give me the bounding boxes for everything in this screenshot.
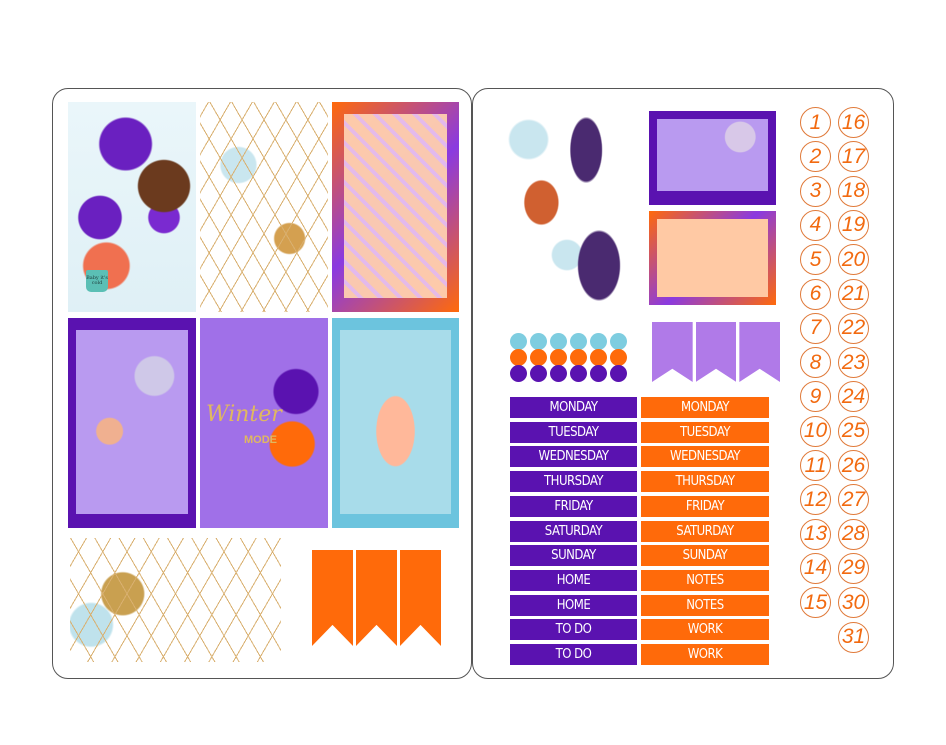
date-circle: 18	[838, 175, 869, 207]
dot-sticker	[510, 349, 527, 366]
day-label-orange: WEDNESDAY	[641, 446, 769, 468]
flag-sticker	[400, 550, 441, 646]
sticker-hexagon-pattern	[200, 102, 328, 312]
sticker-pinecones	[503, 108, 631, 318]
date-circle: 28	[838, 518, 869, 550]
sticker-frame-window	[76, 330, 188, 514]
orange-flag-stickers	[312, 550, 441, 646]
day-label-orange: TUESDAY	[641, 421, 769, 443]
date-circle: 15	[800, 587, 831, 619]
sticker-small-frame-purple	[649, 111, 776, 205]
date-circle: 12	[800, 484, 831, 516]
sticker-small-frame-orange	[649, 211, 776, 305]
date-circle: 26	[838, 450, 869, 481]
date-circle: 31	[838, 621, 869, 653]
day-label-orange: WORK	[641, 644, 769, 665]
dot-sticker	[570, 349, 587, 366]
dot-sticker	[510, 365, 527, 382]
sticker-frame-window	[340, 330, 451, 514]
flag-sticker	[652, 322, 693, 382]
date-circle: 23	[838, 347, 869, 379]
date-circle: 16	[838, 107, 869, 138]
day-label-orange: WORK	[641, 619, 769, 641]
dot-sticker	[590, 365, 607, 382]
date-circle: 10	[800, 415, 831, 447]
date-circle: 13	[800, 518, 831, 550]
sticker-hexagon-banner	[70, 538, 281, 662]
sticker-plaid-frame	[332, 102, 459, 312]
date-circle: 24	[838, 381, 869, 413]
day-label-purple: TO DO	[510, 644, 637, 665]
day-label-orange: SUNDAY	[641, 545, 769, 567]
day-label-orange: SATURDAY	[641, 520, 769, 542]
date-circle: 5	[800, 244, 831, 276]
day-label-purple: HOME	[510, 569, 637, 591]
sticker-frame-window	[657, 219, 768, 297]
date-circle: 6	[800, 278, 831, 310]
dot-sticker	[590, 333, 607, 350]
dot-sticker	[530, 365, 547, 382]
flag-sticker	[356, 550, 397, 646]
day-label-purple: MONDAY	[510, 397, 637, 418]
flag-sticker	[695, 322, 737, 382]
day-label-purple: HOME	[510, 594, 637, 616]
day-label-purple: FRIDAY	[510, 495, 637, 517]
flag-sticker	[739, 322, 781, 382]
day-label-purple: SATURDAY	[510, 520, 637, 542]
mug-label-text: Baby it's cold	[86, 275, 108, 286]
date-circle: 20	[838, 244, 869, 276]
dot-sticker	[510, 333, 527, 350]
day-label-orange: FRIDAY	[641, 495, 769, 517]
date-circle: 7	[800, 312, 831, 344]
dot-sticker	[610, 365, 627, 382]
date-circle: 9	[800, 381, 831, 413]
dot-sticker	[550, 365, 567, 382]
winter-text: Winter	[206, 402, 282, 427]
day-label-orange: MONDAY	[641, 397, 769, 418]
dot-sticker	[550, 349, 567, 366]
mode-text: MODE	[244, 434, 277, 446]
lavender-flag-stickers	[652, 322, 781, 382]
dot-sticker	[550, 333, 567, 350]
date-circle: 2	[800, 141, 831, 173]
day-label-purple: THURSDAY	[510, 471, 637, 493]
date-circle: 8	[800, 347, 831, 379]
dot-sticker	[610, 333, 627, 350]
date-circle: 3	[800, 175, 831, 207]
date-circle: 25	[838, 415, 869, 447]
date-circle: 21	[838, 278, 869, 310]
sticker-girls-in-hats: Baby it's cold	[68, 102, 196, 312]
date-circle: 17	[838, 141, 869, 173]
dot-sticker	[570, 365, 587, 382]
dot-sticker	[610, 349, 627, 366]
mug-illustration: Baby it's cold	[86, 270, 108, 292]
date-circle: 4	[800, 209, 831, 241]
date-circle: 29	[838, 552, 869, 584]
day-label-orange: NOTES	[641, 569, 769, 591]
date-circle: 11	[800, 450, 831, 481]
sticker-lavender-frame	[68, 318, 196, 528]
date-circle: 1	[800, 107, 831, 138]
day-label-orange: THURSDAY	[641, 471, 769, 493]
day-label-purple: WEDNESDAY	[510, 446, 637, 468]
date-circle: 27	[838, 484, 869, 516]
sticker-mug	[332, 318, 459, 528]
dot-sticker	[530, 333, 547, 350]
sticker-frame-window	[344, 114, 447, 298]
day-label-purple: TUESDAY	[510, 421, 637, 443]
day-label-orange: NOTES	[641, 594, 769, 616]
date-circle: 14	[800, 552, 831, 584]
date-circle: 30	[838, 587, 869, 619]
date-circle: 19	[838, 209, 869, 241]
dot-sticker	[590, 349, 607, 366]
dot-sticker	[570, 333, 587, 350]
day-label-purple: SUNDAY	[510, 545, 637, 567]
sticker-frame-window	[657, 119, 768, 191]
day-label-purple: TO DO	[510, 619, 637, 641]
flag-sticker	[312, 550, 353, 646]
sticker-winter-mode: Winter MODE	[200, 318, 328, 528]
dot-sticker	[530, 349, 547, 366]
date-circle: 22	[838, 312, 869, 344]
